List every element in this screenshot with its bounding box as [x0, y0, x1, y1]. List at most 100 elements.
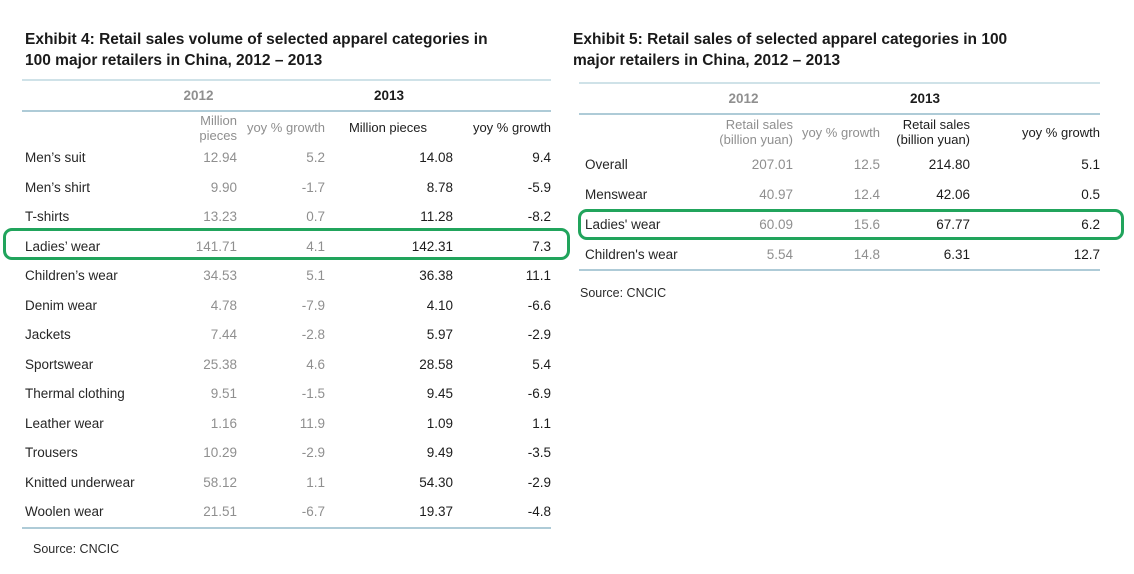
value-2013-volume: 5.97	[426, 327, 453, 343]
value-2012-volume: 25.38	[203, 356, 237, 372]
value-2012-growth: -6.7	[237, 497, 325, 529]
row-label: Sportswear	[25, 356, 94, 372]
row-label: Trousers	[25, 445, 78, 461]
exhibit4-year-header-2012: 2012	[160, 79, 237, 112]
row-label: Jackets	[25, 327, 71, 343]
value-2012-growth: -1.5	[301, 386, 325, 402]
value-2012-growth: -1.7	[301, 179, 325, 195]
value-2012-growth: -2.9	[301, 445, 325, 461]
value-2013-growth: 6.2	[1081, 216, 1100, 232]
table-row: Knitted underwear 58.12 1.1 54.30 -2.9	[22, 468, 551, 498]
value-2013-growth: 11.1	[525, 268, 551, 284]
value-2013-growth: 5.1	[1081, 156, 1100, 172]
value-2012-growth: 15.6	[853, 216, 880, 232]
value-2012-growth: -7.9	[301, 297, 325, 313]
exhibit5-col-header-2012-sales: Retail sales (billion yuan)	[719, 117, 793, 147]
exhibit5-col-header-2012-growth: yoy % growth	[801, 124, 880, 140]
value-2013-volume: 142.31	[411, 238, 453, 254]
table-row: Ladies’ wear 141.71 4.1 142.31 7.3	[22, 232, 551, 262]
value-2012-growth: 4.6	[306, 356, 325, 372]
row-label: Men’s suit	[25, 150, 86, 166]
value-2012-volume: 7.44	[210, 327, 237, 343]
value-2013-sales: 6.31	[880, 239, 970, 271]
row-label: T-shirts	[25, 209, 70, 225]
table-row: Thermal clothing 9.51 -1.5 9.45 -6.9	[22, 379, 551, 409]
table-row: Men’s shirt 9.90 -1.7 8.78 -5.9	[22, 173, 551, 203]
value-2012-volume: 1.16	[210, 415, 237, 431]
value-2013-growth: 0.5	[1081, 186, 1100, 202]
value-2013-growth: -6.6	[527, 297, 551, 313]
value-2013-sales: 67.77	[936, 216, 970, 232]
row-label: Denim wear	[25, 297, 98, 313]
value-2012-sales: 207.01	[751, 156, 793, 172]
exhibit4-title: Exhibit 4: Retail sales volume of select…	[25, 29, 525, 71]
row-label: Children’s wear	[25, 268, 118, 284]
value-2012-volume: 141.71	[195, 238, 237, 254]
value-2013-growth: -6.9	[527, 386, 551, 402]
value-2012-growth: 11.9	[299, 415, 325, 431]
table-row: Leather wear 1.16 11.9 1.09 1.1	[22, 409, 551, 439]
value-2012-growth: 1.1	[306, 474, 325, 490]
row-label: Children's wear	[579, 239, 694, 271]
table-row: Denim wear 4.78 -7.9 4.10 -6.6	[22, 291, 551, 321]
value-2012-sales: 5.54	[694, 239, 793, 271]
value-2012-growth: -2.8	[301, 327, 325, 343]
value-2013-sales: 42.06	[936, 186, 970, 202]
value-2013-volume: 9.49	[426, 445, 453, 461]
value-2013-growth: 5.4	[532, 356, 551, 372]
value-2012-volume: 34.53	[203, 268, 237, 284]
table-row: Sportswear 25.38 4.6 28.58 5.4	[22, 350, 551, 380]
exhibit4-year-header-row: 2012 2013	[22, 79, 551, 112]
table-row: T-shirts 13.23 0.7 11.28 -8.2	[22, 202, 551, 232]
exhibit5-title: Exhibit 5: Retail sales of selected appa…	[573, 29, 1073, 71]
value-2013-growth: -3.5	[527, 445, 551, 461]
exhibit5-year-header-2012: 2012	[694, 82, 793, 115]
value-2012-volume: 9.90	[210, 179, 237, 195]
value-2013-sales: 214.80	[928, 156, 970, 172]
exhibit4-table: 2012 2013 Million pieces yoy % growth Mi…	[22, 79, 551, 529]
exhibit5-col-header-2013-growth: yoy % growth	[1021, 124, 1100, 140]
value-2013-growth: 7.3	[532, 238, 551, 254]
row-label: Knitted underwear	[25, 474, 135, 490]
value-2013-volume: 8.78	[426, 179, 453, 195]
value-2012-growth: 5.1	[306, 268, 325, 284]
value-2013-volume: 4.10	[426, 297, 453, 313]
value-2012-growth: 12.4	[853, 186, 880, 202]
value-2012-growth: 5.2	[306, 150, 325, 166]
table-row: Children’s wear 34.53 5.1 36.38 11.1	[22, 261, 551, 291]
exhibit5-col-header-2013-sales: Retail sales (billion yuan)	[896, 117, 970, 147]
exhibit4-panel: Exhibit 4: Retail sales volume of select…	[3, 22, 570, 558]
exhibit5-panel: Exhibit 5: Retail sales of selected appa…	[573, 22, 1124, 302]
value-2013-growth: -4.8	[453, 497, 551, 529]
exhibit5-column-header-row: Retail sales (billion yuan) yoy % growth…	[579, 114, 1100, 149]
row-label: Menswear	[585, 186, 648, 202]
value-2012-volume: 12.94	[203, 150, 237, 166]
exhibit5-table: 2012 2013 Retail sales (billion yuan) yo…	[579, 82, 1100, 271]
source-note-exhibit5: Source: CNCIC	[580, 286, 667, 300]
row-label: Ladies' wear	[585, 216, 661, 232]
row-label: Ladies’ wear	[25, 238, 101, 254]
value-2013-growth: -2.9	[527, 327, 551, 343]
value-2013-growth: 12.7	[970, 239, 1100, 271]
exhibit5-title-line1: Exhibit 5: Retail sales of selected appa…	[573, 31, 1008, 48]
row-label: Thermal clothing	[25, 386, 125, 402]
exhibit4-col-header-2012-growth: yoy % growth	[246, 120, 325, 135]
row-label: Woolen wear	[22, 497, 160, 529]
value-2012-volume: 9.51	[210, 386, 237, 402]
table-row: Menswear 40.97 12.4 42.06 0.5	[579, 179, 1100, 209]
exhibit4-col-header-2012-volume: Million pieces	[199, 112, 237, 143]
exhibit5-year-header-2013: 2013	[880, 82, 970, 115]
table-row: Woolen wear 21.51 -6.7 19.37 -4.8	[22, 497, 551, 529]
value-2013-growth: -8.2	[527, 209, 551, 225]
table-row: Trousers 10.29 -2.9 9.49 -3.5	[22, 438, 551, 468]
exhibit4-column-header-row: Million pieces yoy % growth Million piec…	[22, 111, 551, 143]
exhibit4-title-line2: 100 major retailers in China, 2012 – 201…	[25, 52, 323, 69]
value-2012-growth: 0.7	[306, 209, 325, 225]
value-2013-volume: 11.28	[420, 209, 453, 225]
value-2012-growth: 14.8	[793, 239, 880, 271]
exhibit4-title-line1: Exhibit 4: Retail sales volume of select…	[25, 31, 488, 48]
value-2012-growth: 4.1	[306, 238, 325, 254]
value-2012-growth: 12.5	[853, 156, 880, 172]
value-2013-volume: 14.08	[419, 150, 453, 166]
